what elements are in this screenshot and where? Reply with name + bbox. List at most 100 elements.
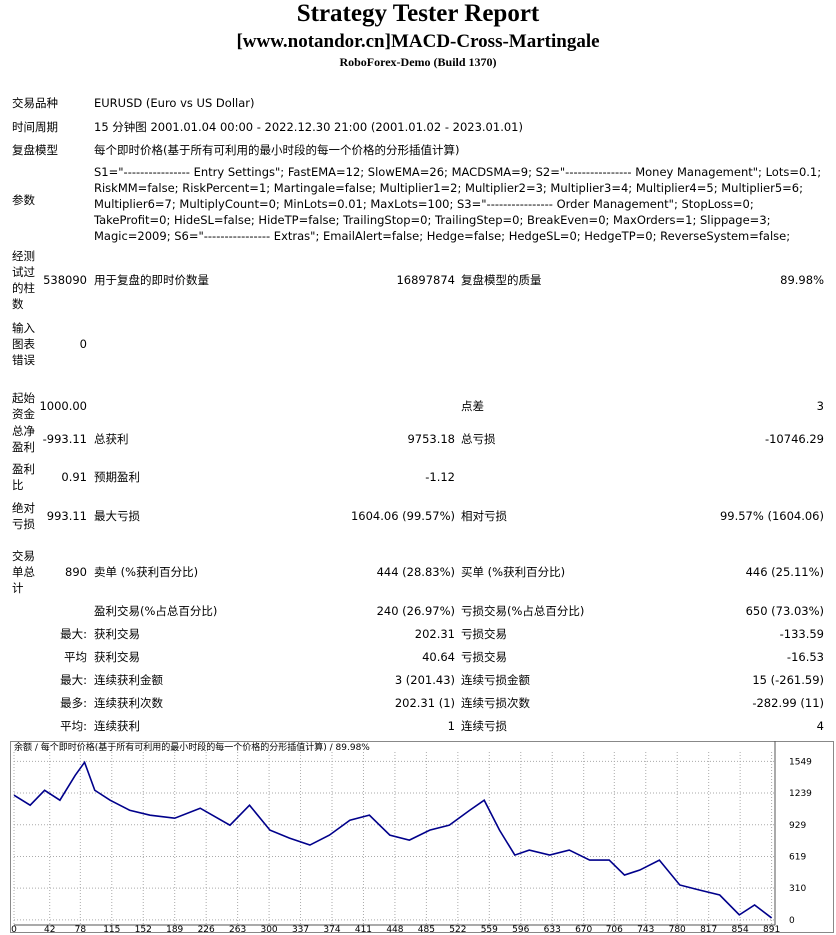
y-tick-label: 929 [789,821,806,831]
row-value: -993.11 [42,432,87,446]
row-value: 240 (26.97%) [376,604,455,618]
y-tick-label: 310 [789,884,806,894]
row-value: 202.31 (1) [394,696,455,710]
x-tick-label: 42 [44,925,55,933]
row-text: EURUSD (Euro vs US Dollar) [94,96,255,110]
x-tick-label: 0 [11,925,17,933]
chart-title: 余额 / 每个即时价格(基于所有可利用的最小时段的每一个价格的分形插值计算) /… [14,741,370,753]
row-label: 时间周期 [12,120,58,134]
row-value: 1 [447,719,455,733]
row-value: 9753.18 [407,432,455,446]
row-label: 连续获利 [94,719,140,733]
row-label: 交易品种 [12,96,58,110]
row-value: 993.11 [46,509,87,523]
x-tick-label: 115 [103,925,120,933]
row-value: 4 [816,719,824,733]
x-tick-label: 152 [135,925,152,933]
row-label: 亏损交易 [461,650,507,664]
row-value: -16.53 [786,650,824,664]
row-label: 连续获利次数 [94,696,163,710]
x-tick-label: 485 [418,925,435,933]
row-label: 参数 [12,193,35,207]
x-tick-label: 522 [449,925,466,933]
y-tick-label: 1549 [789,757,812,767]
row-value: 650 (73.03%) [745,604,824,618]
row-label: 复盘模型的质量 [461,273,542,287]
y-tick-label: 1239 [789,789,812,799]
row-label: 连续亏损 [461,719,507,733]
row-value: 最大: [60,673,87,687]
row-value: -1.12 [425,470,455,484]
row-value: 444 (28.83%) [376,565,455,579]
x-tick-label: 817 [700,925,717,933]
x-tick-label: 596 [512,925,529,933]
row-label: 绝对亏损 [12,501,35,531]
x-tick-label: 670 [575,925,592,933]
row-label: 连续获利金额 [94,673,163,687]
row-label: 最大亏损 [94,509,140,523]
row-value: 40.64 [422,650,455,664]
row-text: 15 分钟图 2001.01.04 00:00 - 2022.12.30 21:… [94,120,523,134]
balance-line [13,760,773,919]
row-label: 连续亏损次数 [461,696,530,710]
row-value: 平均: [60,719,87,733]
x-tick-label: 78 [75,925,87,933]
row-label: 亏损交易 [461,627,507,641]
chart-frame [10,741,834,933]
row-label: 点差 [461,399,484,413]
row-label: 卖单 (%获利百分比) [94,565,199,579]
x-tick-label: 780 [669,925,686,933]
row-label: 用于复盘的即时价数量 [94,273,209,287]
row-value: -10746.29 [764,432,824,446]
y-tick-label: 619 [789,853,806,863]
row-label: 连续亏损金额 [461,673,530,687]
row-text: 每个即时价格(基于所有可利用的最小时段的每一个价格的分形插值计算) [94,143,460,157]
row-value: 15 (-261.59) [752,673,824,687]
row-value: 99.57% (1604.06) [719,509,824,523]
row-value: 0 [79,337,87,351]
x-tick-label: 226 [198,925,215,933]
row-label: 交易单总计 [12,549,35,595]
row-value: 3 [816,399,824,413]
row-value: 89.98% [780,273,824,287]
row-label: 总净盈利 [12,424,35,454]
row-label: 获利交易 [94,650,140,664]
row-value: 890 [65,565,87,579]
report-subtitle: [www.notandor.cn]MACD-Cross-Martingale [236,31,600,52]
row-label: 总亏损 [461,432,496,446]
row-value: 平均 [64,650,87,664]
row-label: 总获利 [94,432,129,446]
report-title: Strategy Tester Report [296,0,540,27]
x-tick-label: 891 [763,925,780,933]
row-value: 202.31 [414,627,455,641]
row-value: 1604.06 (99.57%) [350,509,455,523]
row-label: 起始资金 [12,391,35,421]
row-value: 538090 [43,273,87,287]
x-tick-label: 706 [606,925,623,933]
row-label: 经测试过的柱数 [12,249,35,311]
row-value: 最多: [60,696,87,710]
x-tick-label: 448 [386,925,403,933]
row-text: S1="---------------- Entry Settings"; Fa… [94,165,822,243]
x-tick-label: 263 [229,925,246,933]
row-label: 亏损交易(%占总百分比) [461,604,585,618]
row-value: 3 (201.43) [394,673,455,687]
x-tick-label: 374 [323,925,340,933]
x-tick-label: 411 [355,925,372,933]
row-label: 获利交易 [94,627,140,641]
balance-chart: 余额 / 每个即时价格(基于所有可利用的最小时段的每一个价格的分形插值计算) /… [10,741,834,933]
row-label: 盈利交易(%占总百分比) [94,604,218,618]
row-label: 买单 (%获利百分比) [461,565,566,579]
x-tick-label: 337 [292,925,309,933]
row-label: 复盘模型 [12,143,58,157]
row-value: 1000.00 [39,399,87,413]
y-tick-label: 0 [789,916,795,926]
row-value: 16897874 [396,273,455,287]
x-tick-label: 300 [260,925,277,933]
row-label: 输入图表错误 [12,321,35,367]
row-value: 446 (25.11%) [745,565,824,579]
row-label: 相对亏损 [461,509,507,523]
x-tick-label: 559 [481,925,498,933]
row-value: -133.59 [779,627,824,641]
